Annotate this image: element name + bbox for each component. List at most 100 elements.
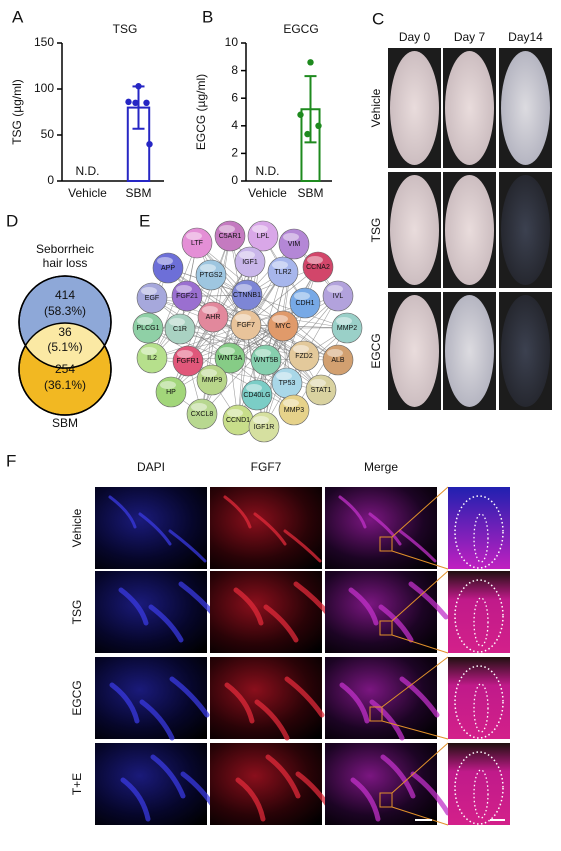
network-node (305, 374, 337, 406)
follicle (118, 587, 149, 626)
micrograph (325, 657, 437, 739)
node-shine (219, 225, 235, 233)
follicle (348, 587, 379, 626)
x-tick-label: SBM (297, 186, 323, 200)
follicle (139, 699, 175, 741)
node-shine (235, 314, 251, 322)
network-node (331, 312, 363, 344)
micrograph (325, 571, 437, 653)
micrograph (325, 743, 437, 825)
network-node (164, 313, 196, 345)
skin-area (501, 51, 550, 165)
node-shine (219, 347, 235, 355)
network-node (234, 246, 266, 278)
node-label: CDH1 (295, 300, 314, 307)
network-edge (187, 325, 284, 362)
skin-area (501, 295, 550, 407)
follicle-outline (454, 751, 504, 825)
panel-letter: E (139, 211, 150, 230)
node-shine (272, 315, 288, 323)
follicle (408, 581, 449, 620)
follicle (253, 512, 287, 546)
network-edge (245, 324, 339, 361)
skin-area (445, 175, 494, 285)
network-node (267, 256, 299, 288)
y-tick-label: 8 (231, 63, 238, 77)
venn-count: 36 (58, 325, 72, 339)
node-label: PLCG1 (137, 325, 160, 332)
node-label: STAT1 (311, 387, 332, 394)
network-node (230, 309, 262, 341)
node-shine (236, 284, 252, 292)
column-label: Day 7 (454, 30, 486, 44)
network-edge (147, 324, 247, 329)
row-label: TSG (70, 600, 84, 625)
follicle-outline (454, 495, 504, 569)
venn-count: 414 (55, 288, 75, 302)
zoom-line (391, 634, 449, 654)
follicle (108, 495, 137, 529)
follicle (169, 676, 210, 718)
node-label: PTGS2 (200, 272, 223, 279)
network-node (288, 340, 320, 372)
x-tick-label: Vehicle (248, 186, 287, 200)
node-shine (169, 318, 185, 326)
skin-area (445, 51, 494, 165)
node-label: FGFR1 (177, 358, 200, 365)
network-edge (245, 266, 319, 326)
network-node (197, 301, 229, 333)
node-shine (327, 285, 343, 293)
follicle (284, 676, 325, 718)
y-tick-label: 0 (231, 173, 238, 187)
node-label: MMP2 (337, 325, 357, 332)
node-label: MMP3 (284, 407, 304, 414)
node-shine (272, 261, 288, 269)
zoom-image (448, 487, 510, 569)
network-node (241, 379, 273, 411)
follicle (254, 699, 290, 741)
node-shine (246, 384, 262, 392)
data-point (132, 99, 139, 107)
y-tick-label: 10 (225, 35, 239, 49)
network-node (132, 312, 164, 344)
node-shine (283, 399, 299, 407)
network-edge (237, 324, 247, 421)
node-shine (191, 403, 207, 411)
node-label: HP (166, 389, 176, 396)
network-node (302, 251, 334, 283)
data-point (304, 130, 311, 138)
node-shine (252, 225, 268, 233)
node-shine (310, 379, 326, 387)
y-tick-label: 4 (231, 118, 238, 132)
zoom-box (369, 706, 383, 722)
node-label: LTF (191, 240, 203, 247)
y-tick-label: 50 (41, 127, 55, 141)
node-shine (141, 347, 157, 355)
node-shine (293, 345, 309, 353)
network-node (322, 344, 354, 376)
node-label: C5AR1 (219, 233, 242, 240)
node-label: TP53 (279, 380, 296, 387)
node-label: CTNNB1 (233, 292, 261, 299)
y-axis-label: TSG (µg/ml) (10, 79, 24, 145)
network-node (172, 345, 204, 377)
set-label: Seborrheic (36, 242, 94, 256)
papilla-outline (473, 683, 489, 733)
row-label: EGCG (70, 680, 84, 715)
node-shine (200, 264, 216, 272)
node-label: FGF7 (237, 322, 255, 329)
follicle (368, 512, 402, 546)
node-label: AHR (206, 314, 221, 321)
node-shine (327, 349, 343, 357)
follicle (148, 604, 184, 643)
zoom-line (391, 486, 449, 538)
network-node (181, 227, 213, 259)
node-label: IGF1 (242, 259, 258, 266)
follicle (338, 495, 367, 529)
follicle (223, 495, 252, 529)
venn-outline (18, 275, 112, 369)
chart-title: EGCG (283, 22, 318, 36)
zoom-box (379, 620, 393, 636)
network-edge (245, 324, 322, 391)
